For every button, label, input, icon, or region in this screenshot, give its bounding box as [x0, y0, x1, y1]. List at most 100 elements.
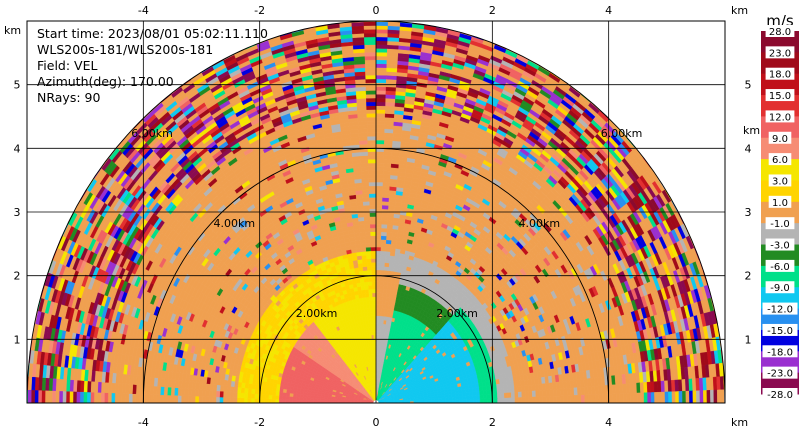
radar-gate [219, 396, 224, 403]
radar-gate [366, 113, 377, 118]
radar-gate [177, 387, 182, 396]
radar-gate [385, 239, 392, 245]
radar-gate [41, 389, 46, 403]
radar-gate [375, 178, 384, 183]
radar-gate [379, 296, 384, 301]
radar-gate [375, 277, 381, 282]
radar-gate [367, 311, 371, 317]
radar-gate [375, 239, 382, 244]
radar-gate [194, 388, 200, 397]
radar-gate [362, 197, 370, 202]
radar-gate [191, 388, 196, 397]
radar-gate [365, 239, 372, 244]
radar-gate [375, 304, 380, 309]
radar-gate [370, 250, 377, 255]
radar-gate [240, 387, 245, 394]
radar-gate [363, 277, 369, 283]
radar-gate [358, 132, 368, 138]
radar-gate [363, 208, 371, 214]
radar-gate [375, 93, 387, 99]
radar-gate [375, 25, 389, 30]
radar-gate [378, 311, 383, 317]
radar-gate [382, 201, 390, 206]
radar-gate [369, 220, 377, 225]
radar-gate [375, 288, 380, 294]
radar-gate [375, 36, 388, 42]
radar-gate [375, 284, 381, 290]
radar-gate [275, 395, 280, 400]
radar-gate [383, 281, 388, 287]
radar-gate [375, 258, 381, 263]
radar-gate [363, 32, 377, 38]
radar-gate [363, 204, 371, 210]
radar-gate [383, 151, 393, 157]
radar-gate [139, 384, 144, 395]
radar-gate [375, 235, 382, 240]
radar-gate [375, 227, 382, 233]
radar-gate [381, 220, 388, 225]
radar-gate [365, 292, 370, 298]
radar-gate [226, 391, 231, 398]
radar-gate [359, 151, 369, 157]
radar-gate [375, 78, 387, 84]
radar-gate [366, 97, 377, 103]
radar-gate [222, 391, 228, 398]
radar-gate [359, 155, 369, 161]
radar-gate [385, 82, 397, 88]
radar-gate [372, 292, 377, 297]
radar-gate [191, 395, 196, 403]
radar-gate [384, 139, 394, 145]
radar-gate [219, 390, 224, 398]
radar-gate [247, 392, 252, 399]
radar-gate [372, 346, 375, 351]
radar-gate [384, 132, 394, 138]
radar-gate [379, 277, 385, 282]
radar-gate [261, 394, 266, 400]
radar-gate [360, 281, 366, 287]
radar-gate [198, 395, 203, 403]
radar-gate [205, 389, 210, 397]
radar-gate [380, 262, 386, 267]
radar-gate [367, 158, 377, 164]
radar-gate [371, 262, 377, 267]
radar-gate [364, 44, 377, 49]
radar-gate [282, 395, 287, 400]
radar-gate [278, 391, 284, 397]
radar-gate [384, 117, 395, 122]
radar-gate [362, 193, 370, 199]
radar-gate [166, 394, 172, 403]
radar-gate [375, 269, 381, 274]
radar-gate [364, 51, 377, 57]
radar-gate [240, 392, 245, 399]
radar-gate [250, 393, 255, 399]
radar-gate [375, 151, 385, 156]
radar-gate [51, 390, 56, 403]
radar-gate [369, 307, 374, 313]
radar-gate [361, 185, 370, 191]
radar-gate [362, 300, 367, 306]
radar-gate [363, 216, 371, 221]
radar-gate [128, 393, 133, 403]
radar-gate [375, 120, 386, 126]
radar-gate [254, 388, 259, 395]
radar-gate [285, 395, 290, 400]
radar-gate [370, 231, 377, 236]
radar-gate [205, 396, 210, 403]
radar-gate [366, 116, 377, 122]
radar-gate [243, 397, 248, 403]
radar-gate [383, 143, 393, 149]
radar-gate [156, 394, 161, 403]
radar-gate [250, 388, 256, 394]
radar-gate [181, 387, 186, 396]
radar-gate [371, 258, 377, 263]
radar-gate [363, 270, 369, 275]
radar-gate [364, 316, 369, 321]
radar-gate [62, 390, 67, 403]
radar-gate [382, 296, 387, 302]
radar-gate [381, 216, 389, 221]
radar-gate [363, 29, 377, 34]
radar-gate [261, 398, 266, 403]
radar-gate [380, 243, 387, 248]
radar-gate [229, 391, 235, 398]
radar-gate [170, 387, 175, 396]
